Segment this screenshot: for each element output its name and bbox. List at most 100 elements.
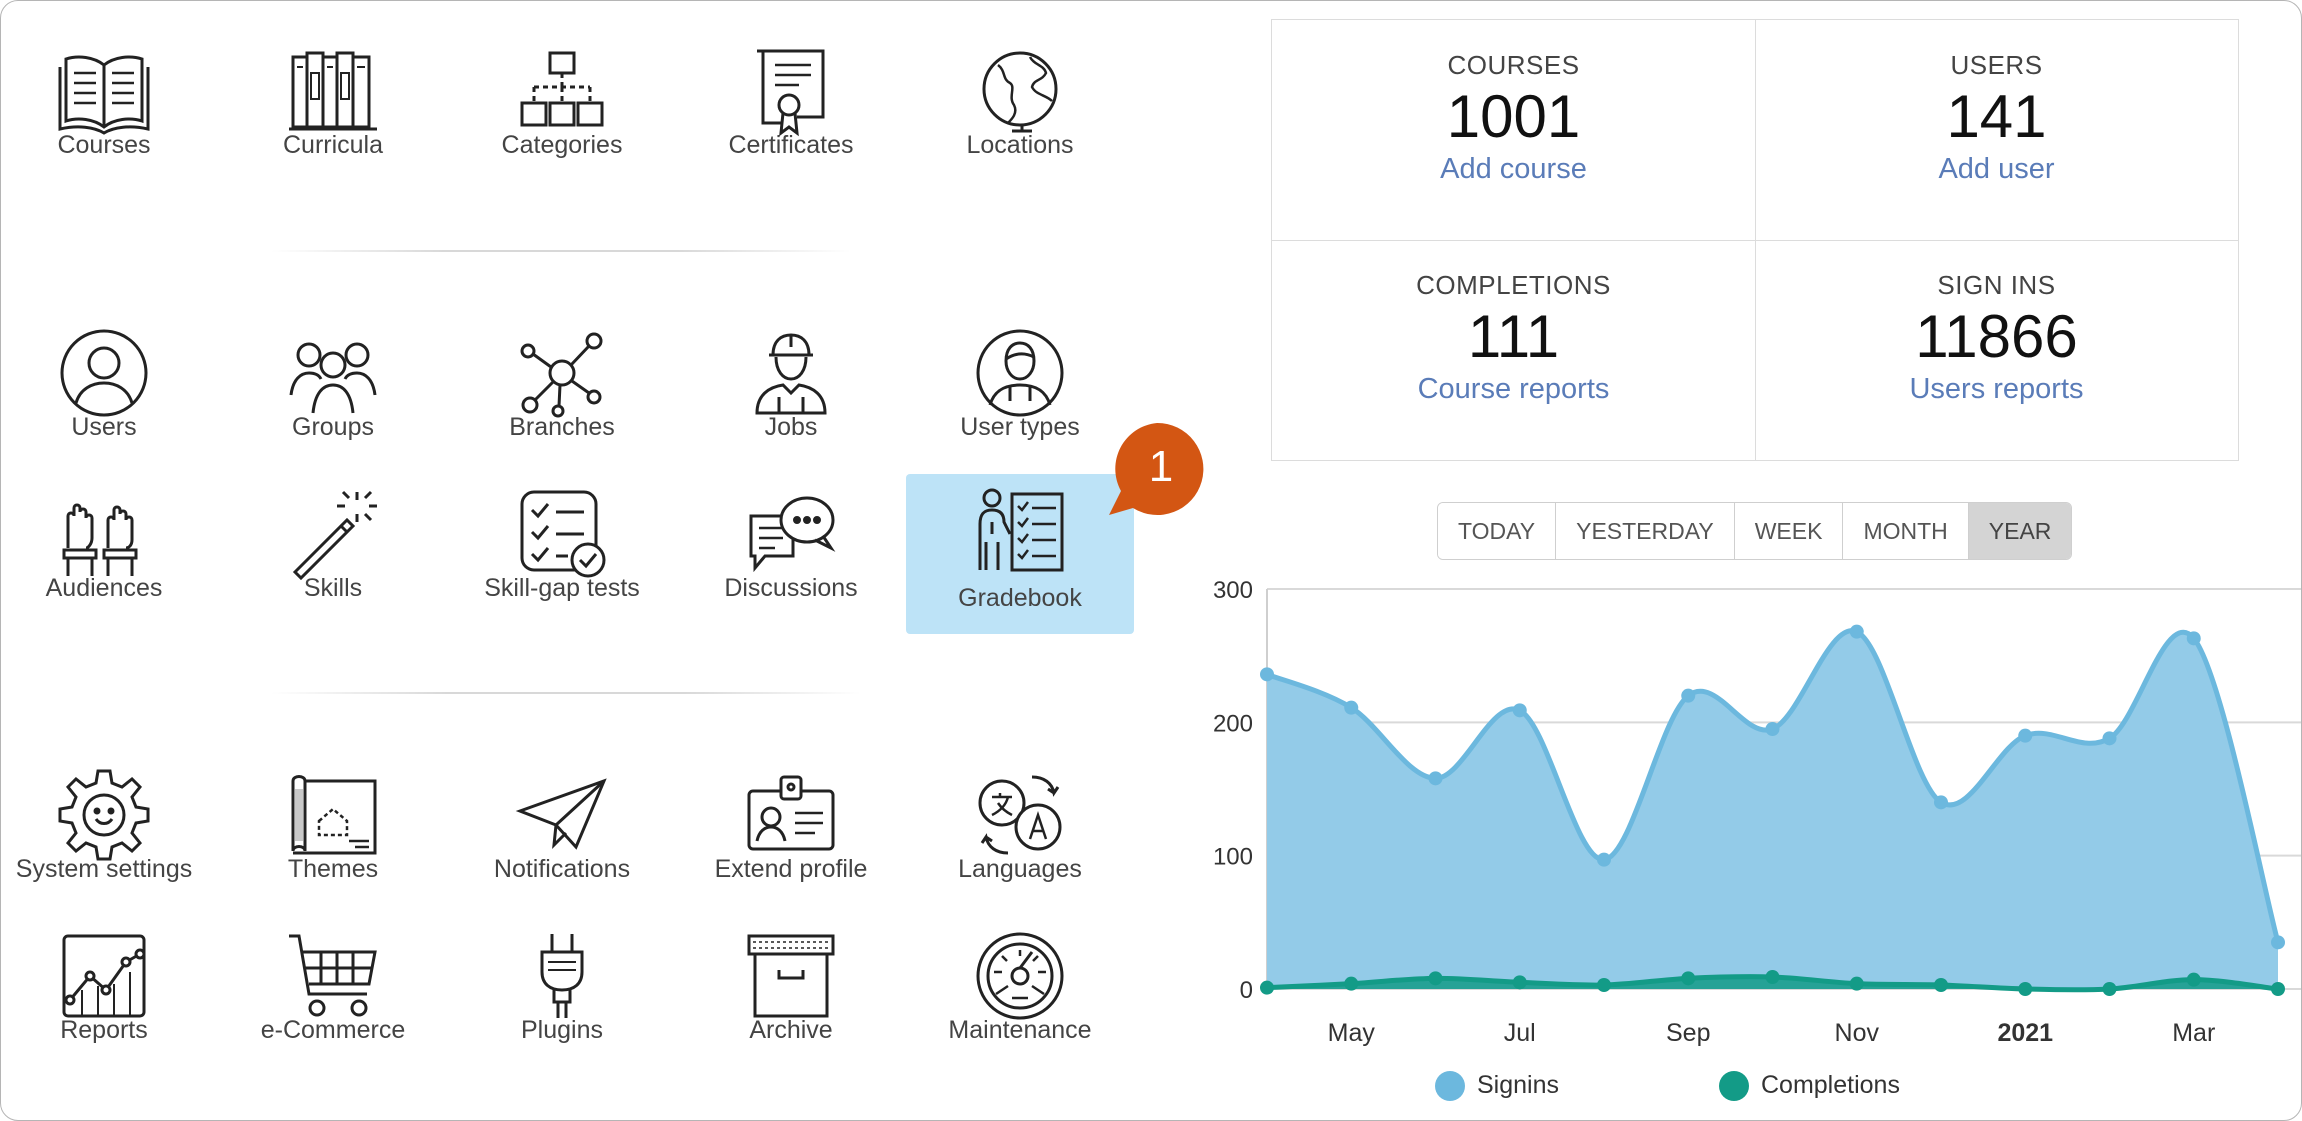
menu-label: Maintenance [948, 1016, 1092, 1044]
menu-label: Groups [292, 413, 374, 441]
legend-item-completions[interactable]: Completions [1719, 1071, 1900, 1102]
add-user-link[interactable]: Add user [1938, 153, 2055, 185]
chat-bubbles-icon [749, 496, 836, 573]
step-badge: 1 [1109, 422, 1204, 515]
point-completions [2102, 982, 2117, 996]
menu-label: System settings [15, 855, 193, 883]
period-month-button[interactable]: MONTH [1843, 503, 1969, 559]
menu-item-maintenance[interactable]: Maintenance [906, 898, 1134, 1058]
stat-caption: COMPLETIONS [1416, 270, 1611, 300]
y-tick-label: 300 [1213, 577, 1253, 604]
menu-item-extend-profile[interactable]: Extend profile [677, 737, 905, 897]
period-week-button[interactable]: WEEK [1734, 503, 1844, 559]
x-tick-label: Mar [2172, 1019, 2215, 1047]
period-year-button[interactable]: YEAR [1968, 503, 2072, 559]
menu-label: User types [960, 413, 1080, 441]
point-completions [1260, 980, 1274, 995]
point-completions [2271, 982, 2285, 996]
signins-completions-chart: 0 100 200 300 May Jul Sep Nov 2021 Mar [1213, 577, 2301, 1047]
point-completions [1512, 975, 1527, 990]
point-signins [1428, 771, 1443, 786]
period-yesterday-button[interactable]: YESTERDAY [1556, 503, 1735, 559]
stat-caption: SIGN INS [1937, 270, 2056, 300]
menu-item-skill-gap-tests[interactable]: Skill-gap tests [448, 456, 676, 616]
line-signins [1266, 628, 2281, 943]
menu-label: Courses [57, 131, 151, 159]
point-signins [1934, 795, 1948, 810]
menu-item-themes[interactable]: Themes [219, 737, 447, 897]
point-signins [2018, 728, 2033, 743]
menu-item-categories[interactable]: Categories [448, 13, 676, 173]
menu-label: Categories [501, 131, 623, 159]
stat-value: 1001 [1446, 83, 1581, 150]
y-tick-label: 0 [1240, 977, 1253, 1004]
menu-item-user-types[interactable]: User types [906, 295, 1134, 455]
point-signins [1681, 688, 1696, 703]
id-badge-icon [747, 775, 835, 851]
stats-panel: COURSES 1001 Add course USERS 141 Add us… [1271, 19, 2239, 461]
menu-label: Notifications [493, 855, 631, 883]
menu-label: Skills [303, 574, 363, 602]
stat-value: 111 [1467, 303, 1560, 370]
menu-item-notifications[interactable]: Notifications [448, 737, 676, 897]
menu-item-locations[interactable]: Locations [906, 13, 1134, 173]
menu-item-plugins[interactable]: Plugins [448, 898, 676, 1058]
menu-item-courses[interactable]: Courses [1, 13, 218, 173]
course-reports-link[interactable]: Course reports [1417, 373, 1610, 405]
menu-label: Themes [287, 855, 379, 883]
menu-item-gradebook[interactable]: Gradebook [906, 474, 1134, 634]
point-completions [1934, 978, 1948, 992]
certificate-scroll-icon [757, 49, 825, 137]
period-today-button[interactable]: TODAY [1438, 503, 1557, 559]
menu-item-discussions[interactable]: Discussions [677, 456, 905, 616]
x-tick-label: Sep [1666, 1019, 1710, 1047]
x-tick-label: 2021 [1997, 1019, 2053, 1047]
menu-item-skills[interactable]: Skills [219, 456, 447, 616]
menu-label: Gradebook [958, 584, 1082, 612]
menu-item-archive[interactable]: Archive [677, 898, 905, 1058]
point-completions [1428, 971, 1443, 986]
menu-item-reports[interactable]: Reports [1, 898, 218, 1058]
menu-item-audiences[interactable]: Audiences [1, 456, 218, 616]
menu-label: Users [71, 413, 137, 441]
menu-label: Plugins [521, 1016, 603, 1044]
menu-label: Skill-gap tests [484, 574, 640, 602]
menu-item-e-commerce[interactable]: e-Commerce [219, 898, 447, 1058]
add-course-link[interactable]: Add course [1440, 153, 1587, 185]
globe-icon [982, 51, 1058, 133]
menu-item-branches[interactable]: Branches [448, 295, 676, 455]
teacher-board-icon [978, 488, 1064, 572]
users-reports-link[interactable]: Users reports [1909, 373, 2084, 405]
menu-label: Locations [966, 131, 1074, 159]
translate-icon [978, 775, 1062, 855]
menu-label: Curricula [282, 131, 384, 159]
point-completions [2018, 982, 2033, 996]
menu-item-jobs[interactable]: Jobs [677, 295, 905, 455]
area-signins [1267, 630, 2278, 989]
stat-value: 11866 [1915, 303, 2078, 370]
menu-label: Jobs [764, 413, 818, 441]
point-signins [2102, 731, 2117, 746]
menu-item-users[interactable]: Users [1, 295, 218, 455]
worker-hardhat-icon [755, 333, 827, 415]
menu-item-certificates[interactable]: Certificates [677, 13, 905, 173]
user-type-circle-icon [976, 329, 1064, 417]
menu-item-system-settings[interactable]: System settings [1, 737, 218, 897]
dial-gauge-icon [976, 932, 1064, 1020]
menu-item-languages[interactable]: Languages [906, 737, 1134, 897]
plug-icon [540, 934, 584, 1018]
point-signins [1512, 703, 1527, 718]
point-completions [1681, 971, 1696, 986]
menu-item-curricula[interactable]: Curricula [219, 13, 447, 173]
archive-box-icon [747, 934, 835, 1018]
stat-value: 141 [1946, 83, 2047, 150]
menu-label: Reports [60, 1016, 148, 1044]
menu-label: Certificates [728, 131, 854, 159]
menu-item-groups[interactable]: Groups [219, 295, 447, 455]
point-completions [1849, 976, 1864, 991]
point-signins [1597, 852, 1611, 867]
legend-item-signins[interactable]: Signins [1435, 1071, 1559, 1102]
stat-caption: COURSES [1447, 50, 1580, 80]
legend-swatch-completions [1719, 1071, 1749, 1102]
